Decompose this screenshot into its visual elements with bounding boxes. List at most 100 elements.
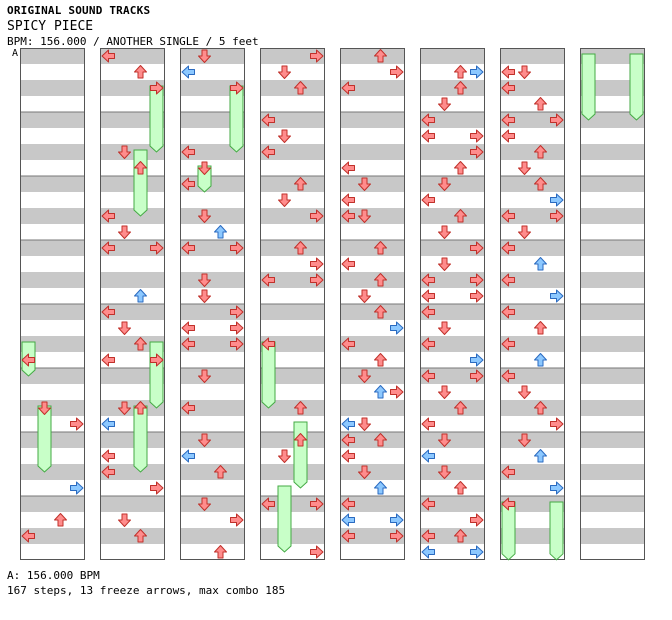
beat-stripe <box>580 432 645 448</box>
chart-column-1 <box>20 48 85 560</box>
step-arrow-up <box>454 401 467 415</box>
step-arrow-left <box>181 401 195 415</box>
beat-stripe <box>100 400 165 416</box>
step-arrow-down <box>518 65 531 79</box>
freeze-arrow-left <box>581 53 596 121</box>
step-arrow-right <box>70 417 84 431</box>
beat-stripe <box>420 48 485 64</box>
step-arrow-right <box>390 529 404 543</box>
step-arrow-up <box>534 449 547 463</box>
step-arrow-left <box>101 449 115 463</box>
beat-stripe <box>260 432 325 448</box>
step-arrow-right <box>230 321 244 335</box>
step-arrow-up <box>134 337 147 351</box>
step-arrow-up <box>134 289 147 303</box>
step-arrow-left <box>421 529 435 543</box>
beat-stripe <box>100 240 165 256</box>
freeze-arrow-right <box>149 341 164 409</box>
beat-stripe <box>260 112 325 128</box>
beat-stripe <box>340 304 405 320</box>
step-arrow-up <box>374 353 387 367</box>
chart-column-4 <box>260 48 325 560</box>
beat-stripe <box>500 240 565 256</box>
freeze-arrow-right <box>229 85 244 153</box>
beat-stripe <box>340 208 405 224</box>
step-arrow-left <box>421 337 435 351</box>
step-arrow-up <box>214 545 227 559</box>
beat-stripe <box>340 432 405 448</box>
beat-stripe <box>420 144 485 160</box>
column-border <box>580 48 645 560</box>
chart-column-2 <box>100 48 165 560</box>
step-arrow-down <box>118 321 131 335</box>
step-arrow-right <box>550 113 564 127</box>
step-arrow-left <box>261 113 275 127</box>
step-arrow-down <box>198 433 211 447</box>
beat-stripe <box>180 176 245 192</box>
step-arrow-up <box>534 177 547 191</box>
beat-stripe <box>100 112 165 128</box>
step-arrow-up <box>134 529 147 543</box>
step-arrow-up <box>454 161 467 175</box>
step-arrow-left <box>101 353 115 367</box>
step-arrow-left <box>421 545 435 559</box>
beat-stripe <box>260 464 325 480</box>
beat-stripe <box>260 400 325 416</box>
column-border <box>500 48 565 560</box>
beat-stripe <box>500 368 565 384</box>
beat-stripe <box>500 464 565 480</box>
beat-stripe <box>100 144 165 160</box>
step-arrow-up <box>374 433 387 447</box>
beat-stripe <box>580 336 645 352</box>
step-arrow-right <box>470 273 484 287</box>
freeze-arrow-down <box>37 405 52 473</box>
beat-stripe <box>20 272 85 288</box>
freeze-arrow-down <box>277 485 292 553</box>
beat-stripe <box>100 496 165 512</box>
beat-stripe <box>20 48 85 64</box>
step-arrow-left <box>421 449 435 463</box>
beat-stripe <box>20 208 85 224</box>
beat-stripe <box>180 208 245 224</box>
step-arrow-up <box>534 353 547 367</box>
beat-stripe <box>260 272 325 288</box>
beat-stripe <box>260 208 325 224</box>
step-arrow-left <box>341 417 355 431</box>
step-arrow-right <box>70 481 84 495</box>
beat-stripe <box>180 464 245 480</box>
beat-stripe <box>180 336 245 352</box>
step-arrow-up <box>134 161 147 175</box>
step-arrow-right <box>150 481 164 495</box>
step-arrow-down <box>438 257 451 271</box>
step-arrow-down <box>358 417 371 431</box>
step-arrow-down <box>358 369 371 383</box>
step-arrow-left <box>501 273 515 287</box>
step-arrow-left <box>341 257 355 271</box>
column-border <box>260 48 325 560</box>
beat-stripe <box>420 400 485 416</box>
step-arrow-right <box>470 369 484 383</box>
step-arrow-up <box>134 65 147 79</box>
step-arrow-down <box>358 465 371 479</box>
step-arrow-up <box>534 97 547 111</box>
step-arrow-down <box>118 145 131 159</box>
step-arrow-left <box>421 417 435 431</box>
beat-stripe <box>180 48 245 64</box>
step-arrow-down <box>118 401 131 415</box>
bpm-summary: A: 156.000 BPM <box>7 569 100 582</box>
freeze-arrow-right <box>549 501 564 561</box>
freeze-arrow-right <box>149 85 164 153</box>
step-arrow-down <box>438 97 451 111</box>
step-arrow-up <box>534 321 547 335</box>
step-arrow-left <box>341 161 355 175</box>
step-arrow-right <box>230 241 244 255</box>
freeze-arrow-left <box>261 341 276 409</box>
chart-stats: 167 steps, 13 freeze arrows, max combo 1… <box>7 584 286 597</box>
step-arrow-down <box>198 273 211 287</box>
step-arrow-right <box>390 385 404 399</box>
step-arrow-left <box>101 465 115 479</box>
beat-stripe <box>580 272 645 288</box>
step-arrow-right <box>470 513 484 527</box>
freeze-arrow-up <box>293 421 308 489</box>
chart-column-3 <box>180 48 245 560</box>
